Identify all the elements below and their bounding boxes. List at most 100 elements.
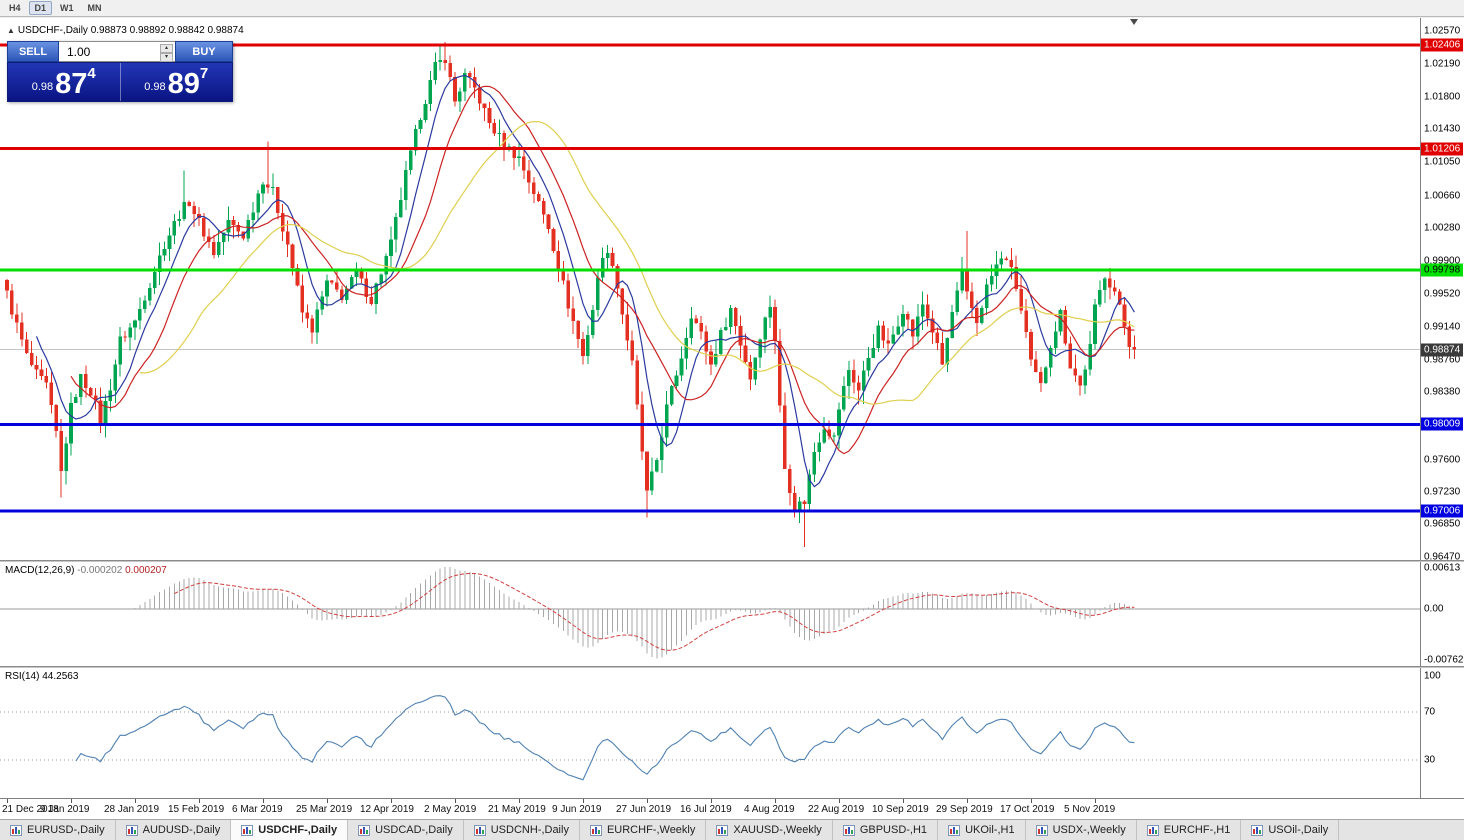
date-tick	[903, 799, 904, 803]
price-level-badge: 0.99798	[1421, 263, 1463, 277]
rsi-pane: RSI(14) 44.2563 100 70 30	[0, 668, 1464, 798]
ask-price: 0.98 89 7	[121, 63, 233, 101]
rsi-svg	[0, 695, 1420, 781]
pane-splitter-rsi[interactable]	[0, 666, 1464, 668]
chart-tab-label: XAUUSD-,Weekly	[733, 824, 822, 836]
chart-tab-icon	[241, 824, 254, 836]
timeframe-button-W1[interactable]: W1	[60, 3, 74, 13]
volume-value: 1.00	[67, 44, 91, 59]
chart-ohlc-values: 0.98873 0.98892 0.98842 0.98874	[90, 25, 244, 36]
date-tick	[391, 799, 392, 803]
price-tick-label: 1.01430	[1424, 123, 1461, 135]
chart-tab-USDX-Weekly[interactable]: USDX-,Weekly	[1025, 820, 1137, 840]
timeframe-button-D1[interactable]: D1	[28, 1, 53, 15]
chart-tab-label: USDCNH-,Daily	[490, 824, 569, 836]
chart-tab-EURCHF-H1[interactable]: EURCHF-,H1	[1136, 820, 1242, 840]
bid-price: 0.98 87 4	[8, 63, 121, 101]
chart-tab-icon	[589, 824, 602, 836]
macd-label: MACD(12,26,9) -0.000202 0.000207	[5, 565, 167, 576]
sell-button[interactable]: SELL	[7, 41, 59, 62]
price-tick-label: 0.98760	[1424, 354, 1461, 366]
rsi-axis: 100 70 30	[1421, 668, 1464, 798]
date-label: 21 Dec 2018	[2, 804, 59, 815]
date-label: 15 Feb 2019	[168, 804, 225, 815]
chart-tab-icon	[716, 824, 729, 836]
chart-tab-USDCHF-Daily[interactable]: USDCHF-,Daily	[231, 820, 349, 840]
chart-tab-GBPUSD-H1[interactable]: GBPUSD-,H1	[832, 820, 939, 840]
rsi-plot[interactable]: RSI(14) 44.2563	[0, 668, 1421, 798]
price-tick-label: 0.97230	[1424, 486, 1461, 498]
price-axis[interactable]: 1.02570 1.02190 1.01800 1.01430 1.01050 1.006…	[1421, 18, 1464, 563]
ask-big-digits: 89	[167, 68, 200, 101]
chart-tab-label: USDCHF-,Daily	[258, 824, 338, 836]
date-label: 21 May 2019	[488, 804, 546, 815]
date-label: 25 Mar 2019	[296, 804, 353, 815]
date-tick	[327, 799, 328, 803]
price-level-badge: 1.01206	[1421, 142, 1463, 155]
chart-tab-icon	[948, 824, 961, 836]
date-tick	[519, 799, 520, 803]
price-level-badge: 1.02406	[1421, 38, 1463, 52]
macd-tick-label: -0.00762	[1424, 654, 1464, 666]
chart-tab-icon	[125, 824, 138, 836]
chart-shift-marker-icon[interactable]	[1130, 19, 1138, 25]
price-tick-label: 1.01800	[1424, 91, 1461, 103]
chart-tab-icon	[1251, 824, 1264, 836]
chart-tab-AUDUSD-Daily[interactable]: AUDUSD-,Daily	[115, 820, 232, 840]
date-label: 29 Sep 2019	[936, 804, 993, 815]
chart-tab-EURCHF-Weekly[interactable]: EURCHF-,Weekly	[579, 820, 707, 840]
ask-pip-digit: 7	[199, 65, 209, 82]
price-tick-label: 1.01050	[1424, 156, 1461, 168]
chart-tab-icon	[473, 824, 486, 836]
price-tick-label: 0.99900	[1424, 255, 1461, 267]
price-chart-plot[interactable]: ▲ USDCHF-,Daily 0.98873 0.98892 0.98842 0…	[0, 18, 1421, 560]
volume-down-button[interactable]: ▾	[160, 53, 173, 62]
time-axis[interactable]: 21 Dec 2018 9 Jan 2019 28 Jan 2019 15 Feb 2…	[0, 798, 1464, 819]
date-tick	[71, 799, 72, 803]
timeframe-button-H4[interactable]: H4	[9, 3, 21, 13]
chart-tab-icon	[358, 824, 371, 836]
collapse-chart-icon[interactable]: ▲	[7, 26, 15, 35]
date-label: 17 Oct 2019	[1000, 804, 1055, 815]
macd-plot[interactable]: MACD(12,26,9) -0.000202 0.000207	[0, 562, 1421, 666]
chart-tab-XAUUSD-Weekly[interactable]: XAUUSD-,Weekly	[706, 820, 833, 840]
date-tick	[647, 799, 648, 803]
price-tick-label: 0.99520	[1424, 288, 1461, 300]
chart-tab-label: UKOil-,H1	[965, 824, 1015, 836]
rsi-tick-label: 30	[1424, 754, 1436, 766]
macd-svg	[0, 566, 1420, 659]
chart-tab-icon	[842, 824, 855, 836]
price-level-badge: 0.98874	[1421, 343, 1463, 357]
chart-tab-icon	[10, 824, 22, 836]
chart-title: ▲ USDCHF-,Daily 0.98873 0.98892 0.98842 0…	[7, 25, 244, 36]
bid-pip-digit: 4	[87, 65, 96, 82]
macd-tick-label: 0.00	[1424, 603, 1444, 615]
chart-tab-USOil-Daily[interactable]: USOil-,Daily	[1241, 820, 1340, 840]
buy-button[interactable]: BUY	[175, 41, 233, 62]
chart-tab-icon	[1035, 824, 1048, 836]
date-label: 27 Jun 2019	[616, 804, 672, 815]
chart-tab-USDCAD-Daily[interactable]: USDCAD-,Daily	[348, 820, 464, 840]
date-label: 10 Sep 2019	[872, 804, 929, 815]
chart-tab-label: USDCAD-,Daily	[375, 824, 453, 836]
macd-pane: MACD(12,26,9) -0.000202 0.000207 0.00613…	[0, 562, 1464, 666]
timeframe-toolbar: H4 D1 W1 MN	[0, 0, 1464, 17]
date-label: 4 Aug 2019	[744, 804, 795, 815]
chart-tab-EURUSD-Daily[interactable]: EURUSD-,Daily	[0, 820, 116, 840]
timeframe-button-MN[interactable]: MN	[87, 3, 102, 13]
chart-tab-USDCNH-Daily[interactable]: USDCNH-,Daily	[463, 820, 580, 840]
date-label: 2 May 2019	[424, 804, 477, 815]
date-tick	[1095, 799, 1096, 803]
volume-input[interactable]: 1.00 ▴ ▾	[59, 41, 175, 62]
price-tick-label: 0.99140	[1424, 321, 1461, 333]
date-tick	[839, 799, 840, 803]
price-pane: ▲ USDCHF-,Daily 0.98873 0.98892 0.98842 0…	[0, 18, 1464, 563]
macd-axis: 0.00613 0.00 -0.00762	[1421, 562, 1464, 666]
date-label: 9 Jun 2019	[552, 804, 602, 815]
pane-splitter-macd[interactable]	[0, 560, 1464, 562]
price-tick-label: 1.00280	[1424, 222, 1461, 234]
chart-tab-label: AUDUSD-,Daily	[142, 824, 221, 836]
chart-tab-label: GBPUSD-,H1	[859, 824, 928, 836]
volume-up-button[interactable]: ▴	[160, 44, 173, 53]
chart-tab-UKOil-H1[interactable]: UKOil-,H1	[938, 820, 1026, 840]
